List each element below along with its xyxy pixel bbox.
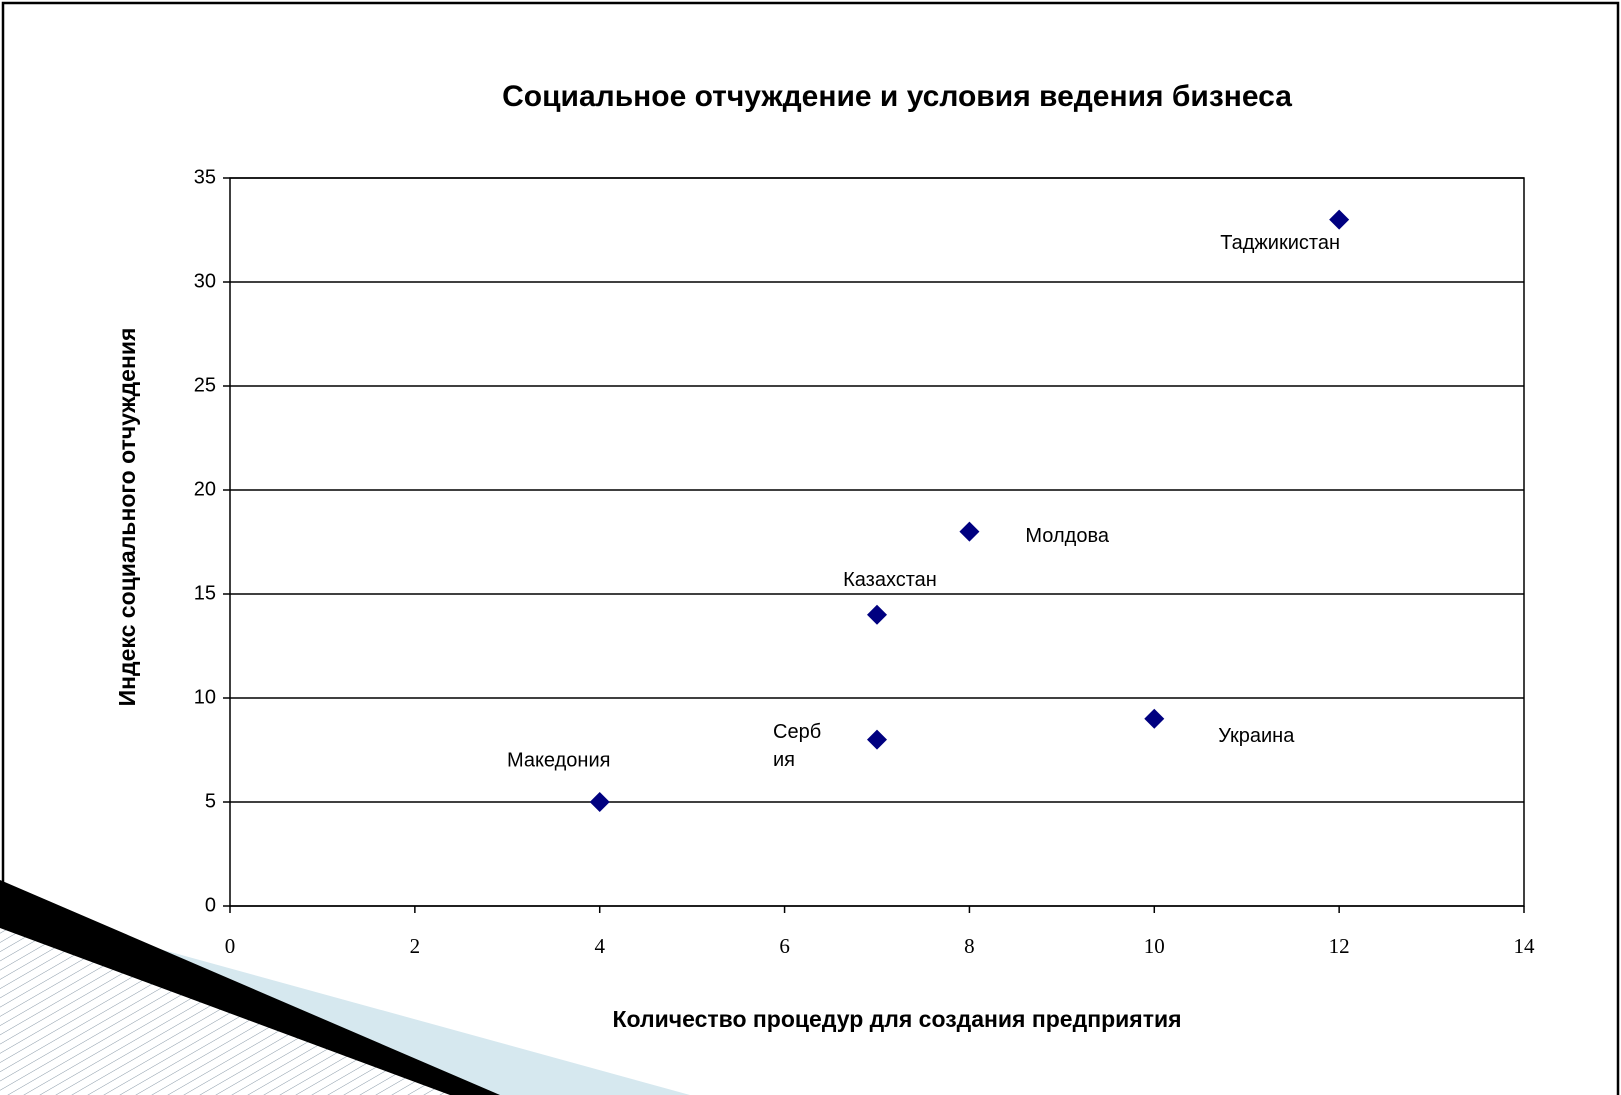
point-label-box: Сербия (773, 720, 822, 771)
point (867, 604, 887, 625)
x-tick-label: 8 (964, 934, 975, 958)
point-label: Сербия (773, 720, 822, 771)
x-axis-label: Количество процедур для создания предпри… (612, 1006, 1181, 1032)
x-tick-label: 12 (1329, 934, 1350, 958)
y-axis-label: Индекс социального отчуждения (114, 328, 140, 707)
x-tick-label: 0 (225, 934, 236, 958)
x-tick-label: 14 (1514, 934, 1536, 958)
point (589, 792, 610, 812)
point (867, 729, 887, 750)
y-tick-label: 20 (194, 478, 216, 500)
y-tick-label: 30 (194, 270, 216, 292)
plot-border (229, 177, 1525, 907)
chart-title: Социальное отчуждение и условия ведения … (502, 80, 1292, 113)
point-label: Казахстан (843, 569, 937, 591)
x-tick-label: 10 (1144, 934, 1165, 958)
point-label: Украина (1218, 725, 1295, 747)
decoration (0, 928, 450, 1095)
point-label: Таджикистан (1220, 232, 1340, 254)
point (959, 521, 980, 542)
y-tick-label: 0 (205, 894, 216, 916)
point-label: Македония (507, 749, 611, 771)
y-tick-label: 15 (194, 582, 216, 604)
x-tick-label: 4 (594, 934, 605, 958)
point-label: Молдова (1025, 525, 1109, 547)
x-tick-label: 6 (779, 934, 790, 958)
y-tick-label: 5 (205, 790, 216, 812)
y-tick-label: 25 (194, 374, 216, 396)
y-tick-label: 10 (194, 686, 216, 708)
point (1329, 209, 1350, 230)
x-tick-label: 2 (410, 934, 421, 958)
point (1144, 708, 1165, 729)
y-tick-label: 35 (194, 166, 216, 188)
